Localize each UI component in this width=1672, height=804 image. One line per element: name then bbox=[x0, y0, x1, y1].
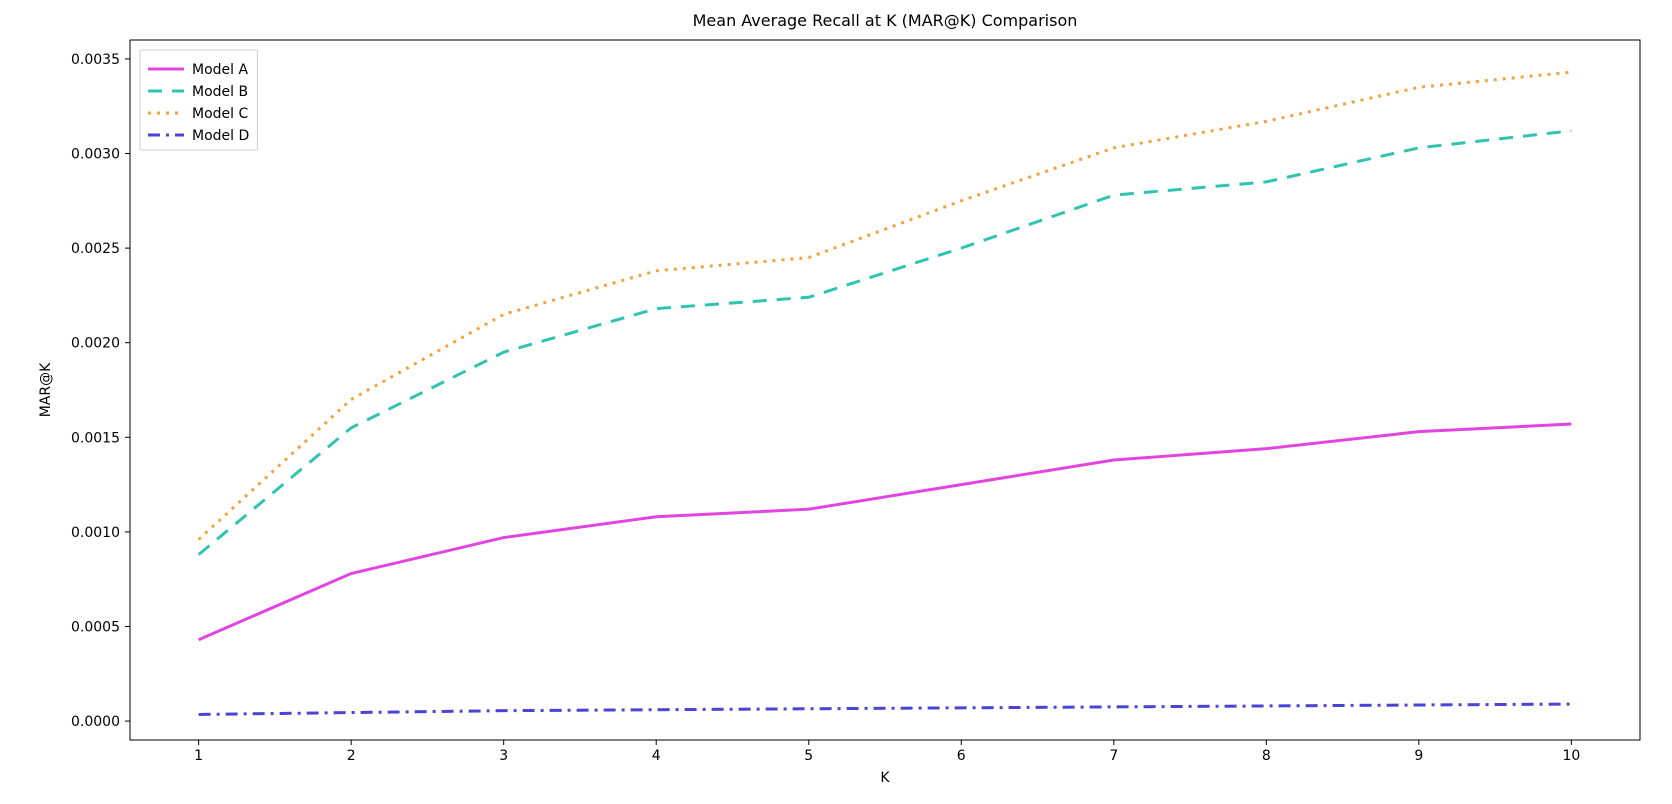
y-tick-label: 0.0010 bbox=[71, 525, 120, 541]
legend-label: Model C bbox=[192, 106, 248, 122]
series-line bbox=[199, 704, 1572, 714]
y-tick-label: 0.0005 bbox=[71, 619, 120, 635]
y-axis-label: MAR@K bbox=[38, 362, 54, 417]
legend: Model A Model B Model C Model D bbox=[140, 50, 257, 150]
y-tick-label: 0.0015 bbox=[71, 430, 120, 446]
x-tick-label: 7 bbox=[1109, 748, 1118, 764]
legend-label: Model D bbox=[192, 128, 249, 144]
plot-lines bbox=[199, 72, 1572, 714]
x-axis-label: K bbox=[880, 770, 890, 786]
x-tick-label: 3 bbox=[499, 748, 508, 764]
y-tick-label: 0.0000 bbox=[71, 714, 120, 730]
series-line bbox=[199, 72, 1572, 539]
series-line bbox=[199, 424, 1572, 640]
chart-title: Mean Average Recall at K (MAR@K) Compari… bbox=[693, 11, 1078, 30]
legend-label: Model B bbox=[192, 84, 248, 100]
y-tick-label: 0.0030 bbox=[71, 147, 120, 163]
x-tick-label: 1 bbox=[194, 748, 203, 764]
line-chart: Mean Average Recall at K (MAR@K) Compari… bbox=[0, 0, 1672, 804]
plot-border bbox=[130, 40, 1640, 740]
y-tick-label: 0.0025 bbox=[71, 241, 120, 257]
series-line bbox=[199, 131, 1572, 555]
x-tick-label: 8 bbox=[1262, 748, 1271, 764]
x-tick-label: 4 bbox=[652, 748, 661, 764]
y-tick-label: 0.0020 bbox=[71, 336, 120, 352]
chart-container: Mean Average Recall at K (MAR@K) Compari… bbox=[0, 0, 1672, 804]
legend-label: Model A bbox=[192, 62, 248, 78]
x-tick-label: 6 bbox=[957, 748, 966, 764]
x-tick-label: 2 bbox=[347, 748, 356, 764]
x-tick-label: 10 bbox=[1562, 748, 1580, 764]
y-tick-label: 0.0035 bbox=[71, 52, 120, 68]
x-tick-label: 9 bbox=[1414, 748, 1423, 764]
x-tick-label: 5 bbox=[804, 748, 813, 764]
